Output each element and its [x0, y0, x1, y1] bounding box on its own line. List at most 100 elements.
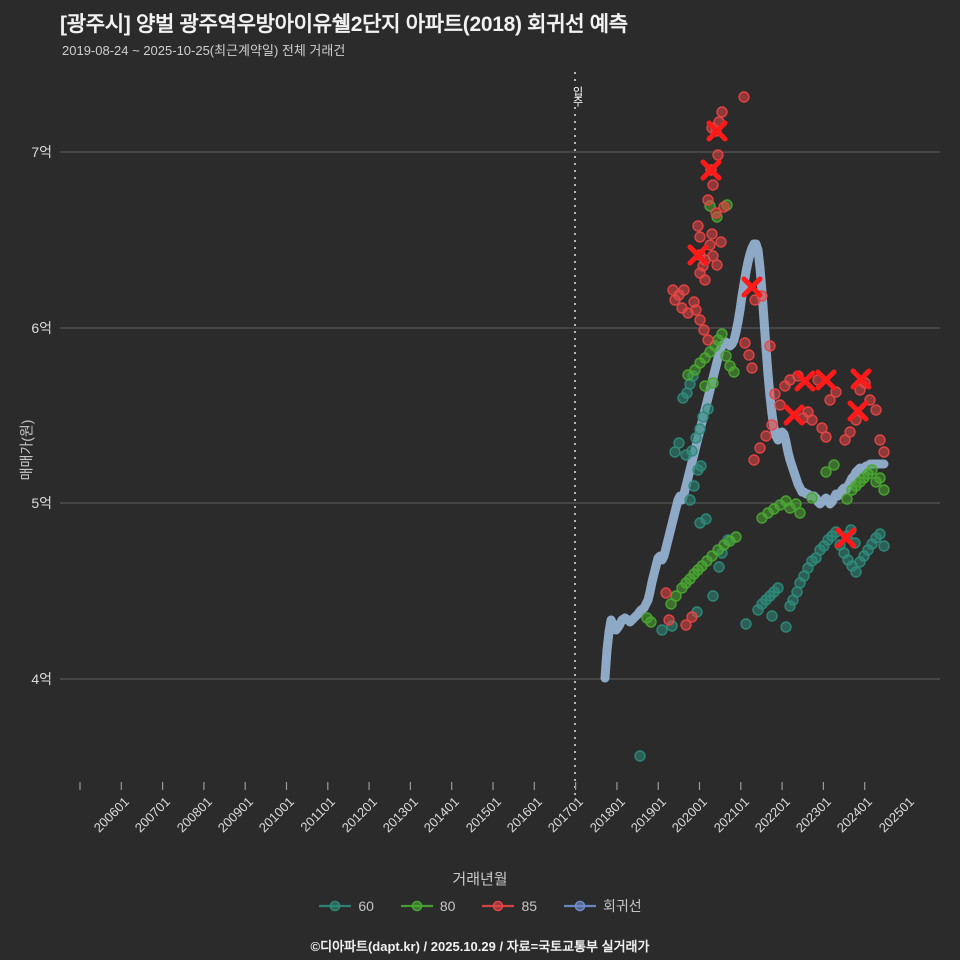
data-point	[760, 430, 772, 442]
data-point	[670, 590, 682, 602]
data-point	[645, 616, 657, 628]
legend-label: 회귀선	[603, 898, 642, 914]
outlier-x-icon	[850, 368, 872, 390]
data-point	[774, 399, 786, 411]
data-point	[656, 624, 668, 636]
data-point	[820, 466, 832, 478]
data-point	[694, 314, 706, 326]
outlier-x-icon	[706, 120, 728, 142]
data-point	[706, 228, 718, 240]
data-point	[684, 494, 696, 506]
legend-swatch-icon	[564, 900, 597, 912]
outlier-x-icon	[794, 370, 816, 392]
data-point	[692, 220, 704, 232]
data-point	[806, 492, 818, 504]
outlier-x-icon	[741, 276, 763, 298]
data-point	[669, 294, 681, 306]
data-point	[738, 91, 750, 103]
annotation-label-입주: 입주	[569, 85, 585, 107]
data-point	[766, 610, 778, 622]
data-point	[699, 380, 711, 392]
legend-label: 85	[521, 898, 538, 914]
data-point	[698, 324, 710, 336]
data-point	[702, 403, 714, 415]
data-point	[700, 513, 712, 525]
y-tick-label-1: 6억	[31, 320, 52, 336]
data-point	[841, 493, 853, 505]
footer-credit: ©디아파트(dapt.kr) / 2025.10.29 / 자료=국토교통부 실…	[310, 939, 650, 954]
data-point	[715, 236, 727, 248]
data-point	[764, 340, 776, 352]
data-point	[702, 334, 714, 346]
y-tick-label-2: 5억	[31, 495, 52, 511]
data-point	[728, 366, 740, 378]
data-point	[712, 149, 724, 161]
data-point	[850, 566, 862, 578]
data-point	[824, 394, 836, 406]
legend-swatch-icon	[482, 900, 515, 912]
data-point	[769, 388, 781, 400]
data-point	[680, 619, 692, 631]
y-tick-label-0: 7억	[31, 144, 52, 160]
data-point	[844, 426, 856, 438]
data-point	[780, 621, 792, 633]
data-point	[866, 464, 878, 476]
scatter-series-80	[641, 199, 890, 628]
outlier-x-icon	[687, 244, 709, 266]
data-point	[874, 434, 886, 446]
data-point	[663, 614, 675, 626]
data-point	[686, 445, 698, 457]
legend-item-회귀선[interactable]: 회귀선	[563, 896, 642, 916]
data-point	[716, 106, 728, 118]
scatter-series-60	[634, 370, 890, 762]
data-point	[686, 611, 698, 623]
data-point	[694, 231, 706, 243]
data-point	[660, 587, 672, 599]
data-point	[743, 349, 755, 361]
data-point	[878, 446, 890, 458]
data-point	[695, 460, 707, 472]
data-point	[678, 284, 690, 296]
y-axis-label: 매매가(원)	[18, 419, 35, 481]
data-point	[806, 414, 818, 426]
data-point	[690, 304, 702, 316]
data-point	[707, 590, 719, 602]
data-point	[665, 598, 677, 610]
y-tick-label-3: 4억	[31, 671, 52, 687]
data-point	[870, 404, 882, 416]
data-point	[878, 540, 890, 552]
data-point	[718, 201, 730, 213]
data-point	[820, 431, 832, 443]
outlier-x-icon	[847, 400, 869, 422]
data-point	[710, 207, 722, 219]
legend-item-60[interactable]: 60	[318, 898, 374, 914]
data-point	[874, 472, 886, 484]
data-point	[697, 411, 709, 423]
data-point	[716, 328, 728, 340]
data-point	[746, 362, 758, 374]
legend-label: 60	[358, 898, 374, 914]
data-point	[707, 179, 719, 191]
data-point	[673, 437, 685, 449]
data-point	[739, 337, 751, 349]
outlier-x-icon	[835, 527, 857, 549]
data-point	[748, 454, 760, 466]
data-point	[730, 531, 742, 543]
legend-item-85[interactable]: 85	[481, 898, 537, 914]
regression-line	[600, 239, 889, 683]
data-point	[790, 498, 802, 510]
chart-legend: 60 80 85 회귀선	[0, 896, 960, 916]
data-point	[699, 274, 711, 286]
data-point	[713, 561, 725, 573]
data-point	[694, 423, 706, 435]
data-point	[634, 750, 646, 762]
data-point	[720, 350, 732, 362]
legend-item-80[interactable]: 80	[400, 898, 455, 914]
data-point	[874, 528, 886, 540]
outlier-x-icon	[815, 369, 837, 391]
outlier-markers	[687, 120, 872, 549]
x-axis-label: 거래년월	[452, 871, 508, 888]
data-point	[702, 194, 714, 206]
